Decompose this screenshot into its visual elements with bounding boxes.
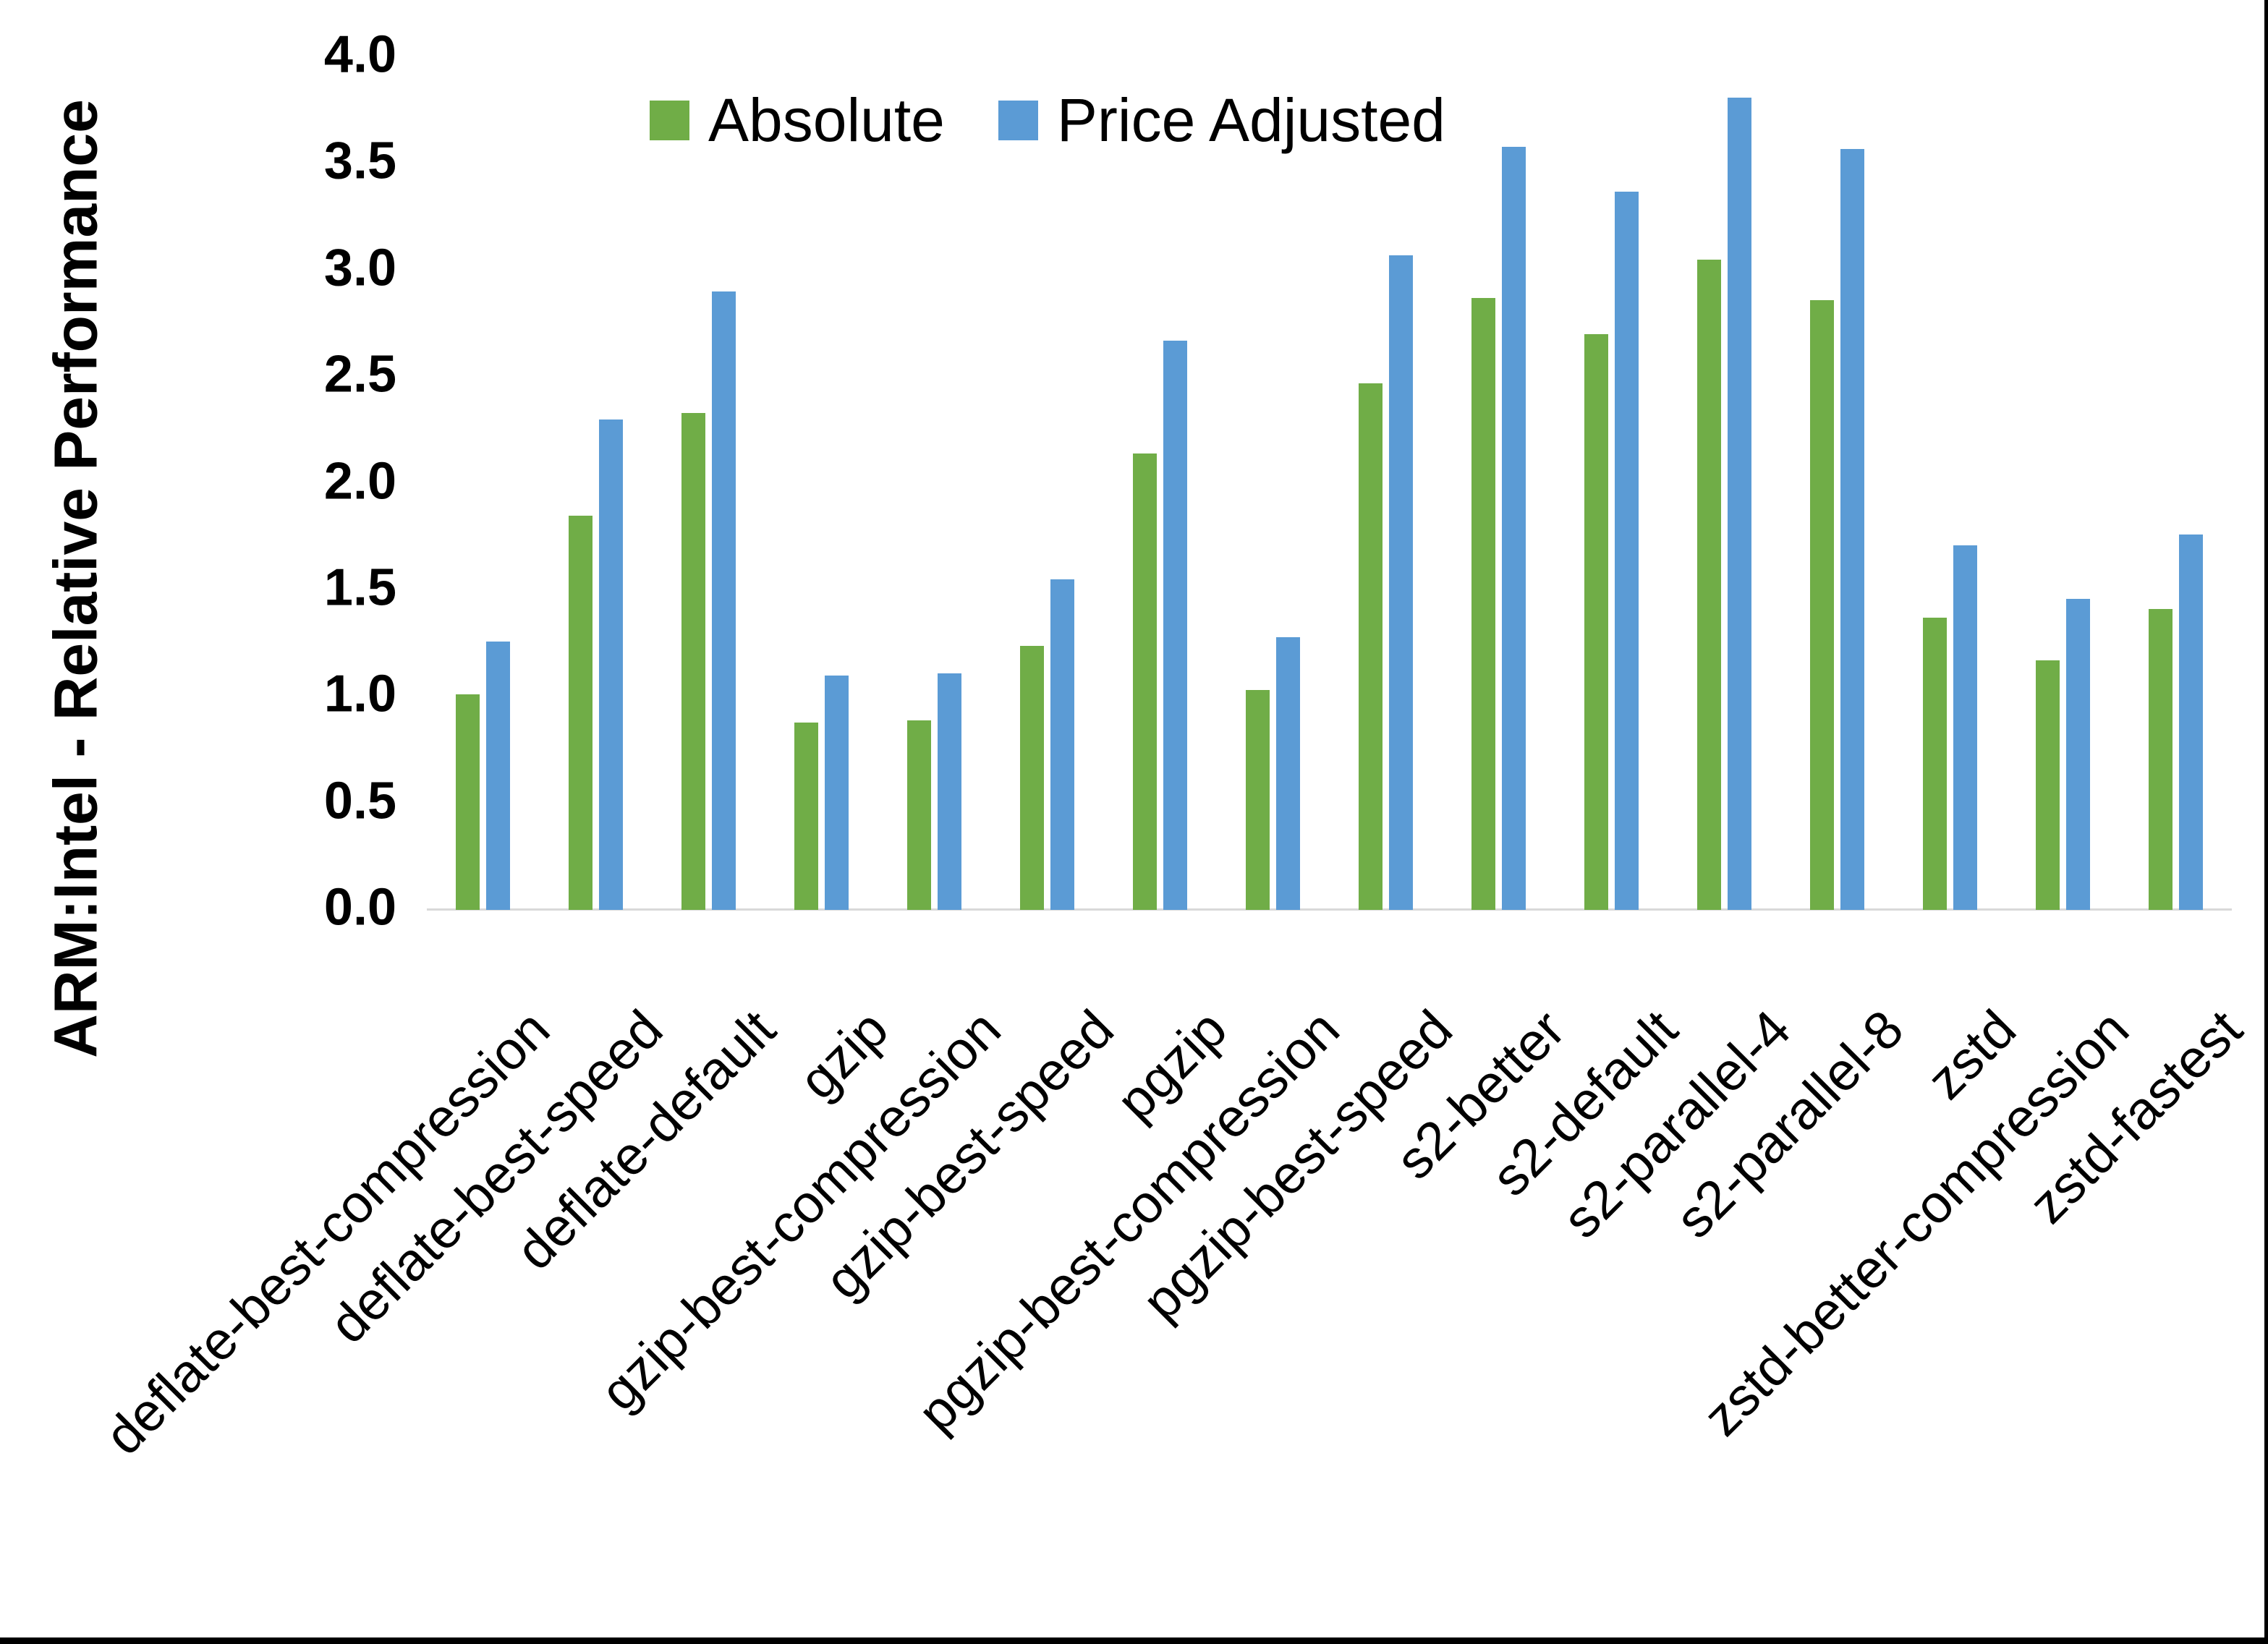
bar-absolute bbox=[1020, 646, 1044, 910]
bar-price-adjusted bbox=[1840, 149, 1864, 910]
bar-absolute bbox=[1810, 300, 1834, 910]
bar-price-adjusted bbox=[825, 676, 849, 910]
bar-absolute bbox=[907, 720, 931, 910]
y-tick-label: 0.5 bbox=[323, 772, 396, 830]
bar-absolute bbox=[569, 516, 593, 910]
bar-price-adjusted bbox=[712, 291, 736, 910]
bar-absolute bbox=[1584, 334, 1608, 910]
bar-absolute bbox=[1697, 260, 1721, 910]
bar-absolute bbox=[1359, 383, 1383, 910]
x-axis-line bbox=[427, 908, 2232, 911]
bar-absolute bbox=[1923, 618, 1947, 910]
y-tick-label: 4.0 bbox=[323, 25, 396, 84]
bar-absolute bbox=[2149, 609, 2173, 910]
bar-absolute bbox=[1471, 298, 1495, 910]
bar-price-adjusted bbox=[1615, 192, 1639, 910]
legend-item-absolute: Absolute bbox=[650, 85, 945, 156]
legend: Absolute Price Adjusted bbox=[650, 85, 1445, 156]
legend-swatch-price-adjusted bbox=[998, 101, 1038, 140]
legend-swatch-absolute bbox=[650, 101, 689, 140]
bar-price-adjusted bbox=[1276, 637, 1300, 910]
frame-border-bottom bbox=[0, 1637, 2268, 1644]
bar-price-adjusted bbox=[1728, 98, 1751, 910]
y-tick-label: 3.5 bbox=[323, 132, 396, 191]
y-tick-label: 1.5 bbox=[323, 558, 396, 617]
bar-absolute bbox=[794, 723, 818, 910]
y-axis-title: ARM:Intel - Relative Performance bbox=[41, 99, 110, 1058]
bar-price-adjusted bbox=[1163, 341, 1187, 910]
bar-absolute bbox=[2036, 660, 2060, 910]
y-tick-label: 3.0 bbox=[323, 239, 396, 297]
bar-price-adjusted bbox=[1953, 545, 1977, 910]
bar-absolute bbox=[456, 694, 480, 910]
legend-label-absolute: Absolute bbox=[708, 86, 945, 154]
frame-border-right bbox=[2264, 0, 2268, 1644]
y-tick-label: 1.0 bbox=[323, 665, 396, 723]
bar-price-adjusted bbox=[1050, 579, 1074, 910]
y-tick-label: 0.0 bbox=[323, 878, 396, 937]
legend-label-price-adjusted: Price Adjusted bbox=[1056, 86, 1445, 154]
bar-price-adjusted bbox=[1502, 147, 1526, 910]
bar-price-adjusted bbox=[599, 419, 623, 910]
legend-item-price-adjusted: Price Adjusted bbox=[998, 85, 1445, 156]
bar-absolute bbox=[681, 413, 705, 910]
bar-price-adjusted bbox=[1389, 255, 1413, 910]
y-tick-label: 2.0 bbox=[323, 452, 396, 511]
bar-absolute bbox=[1133, 453, 1157, 910]
bar-price-adjusted bbox=[2179, 534, 2203, 910]
bar-price-adjusted bbox=[938, 673, 961, 910]
bar-absolute bbox=[1246, 690, 1270, 910]
bar-price-adjusted bbox=[2066, 599, 2090, 910]
x-category-label: deflate-best-compression bbox=[93, 998, 561, 1466]
y-tick-label: 2.5 bbox=[323, 345, 396, 404]
bar-price-adjusted bbox=[486, 642, 510, 910]
